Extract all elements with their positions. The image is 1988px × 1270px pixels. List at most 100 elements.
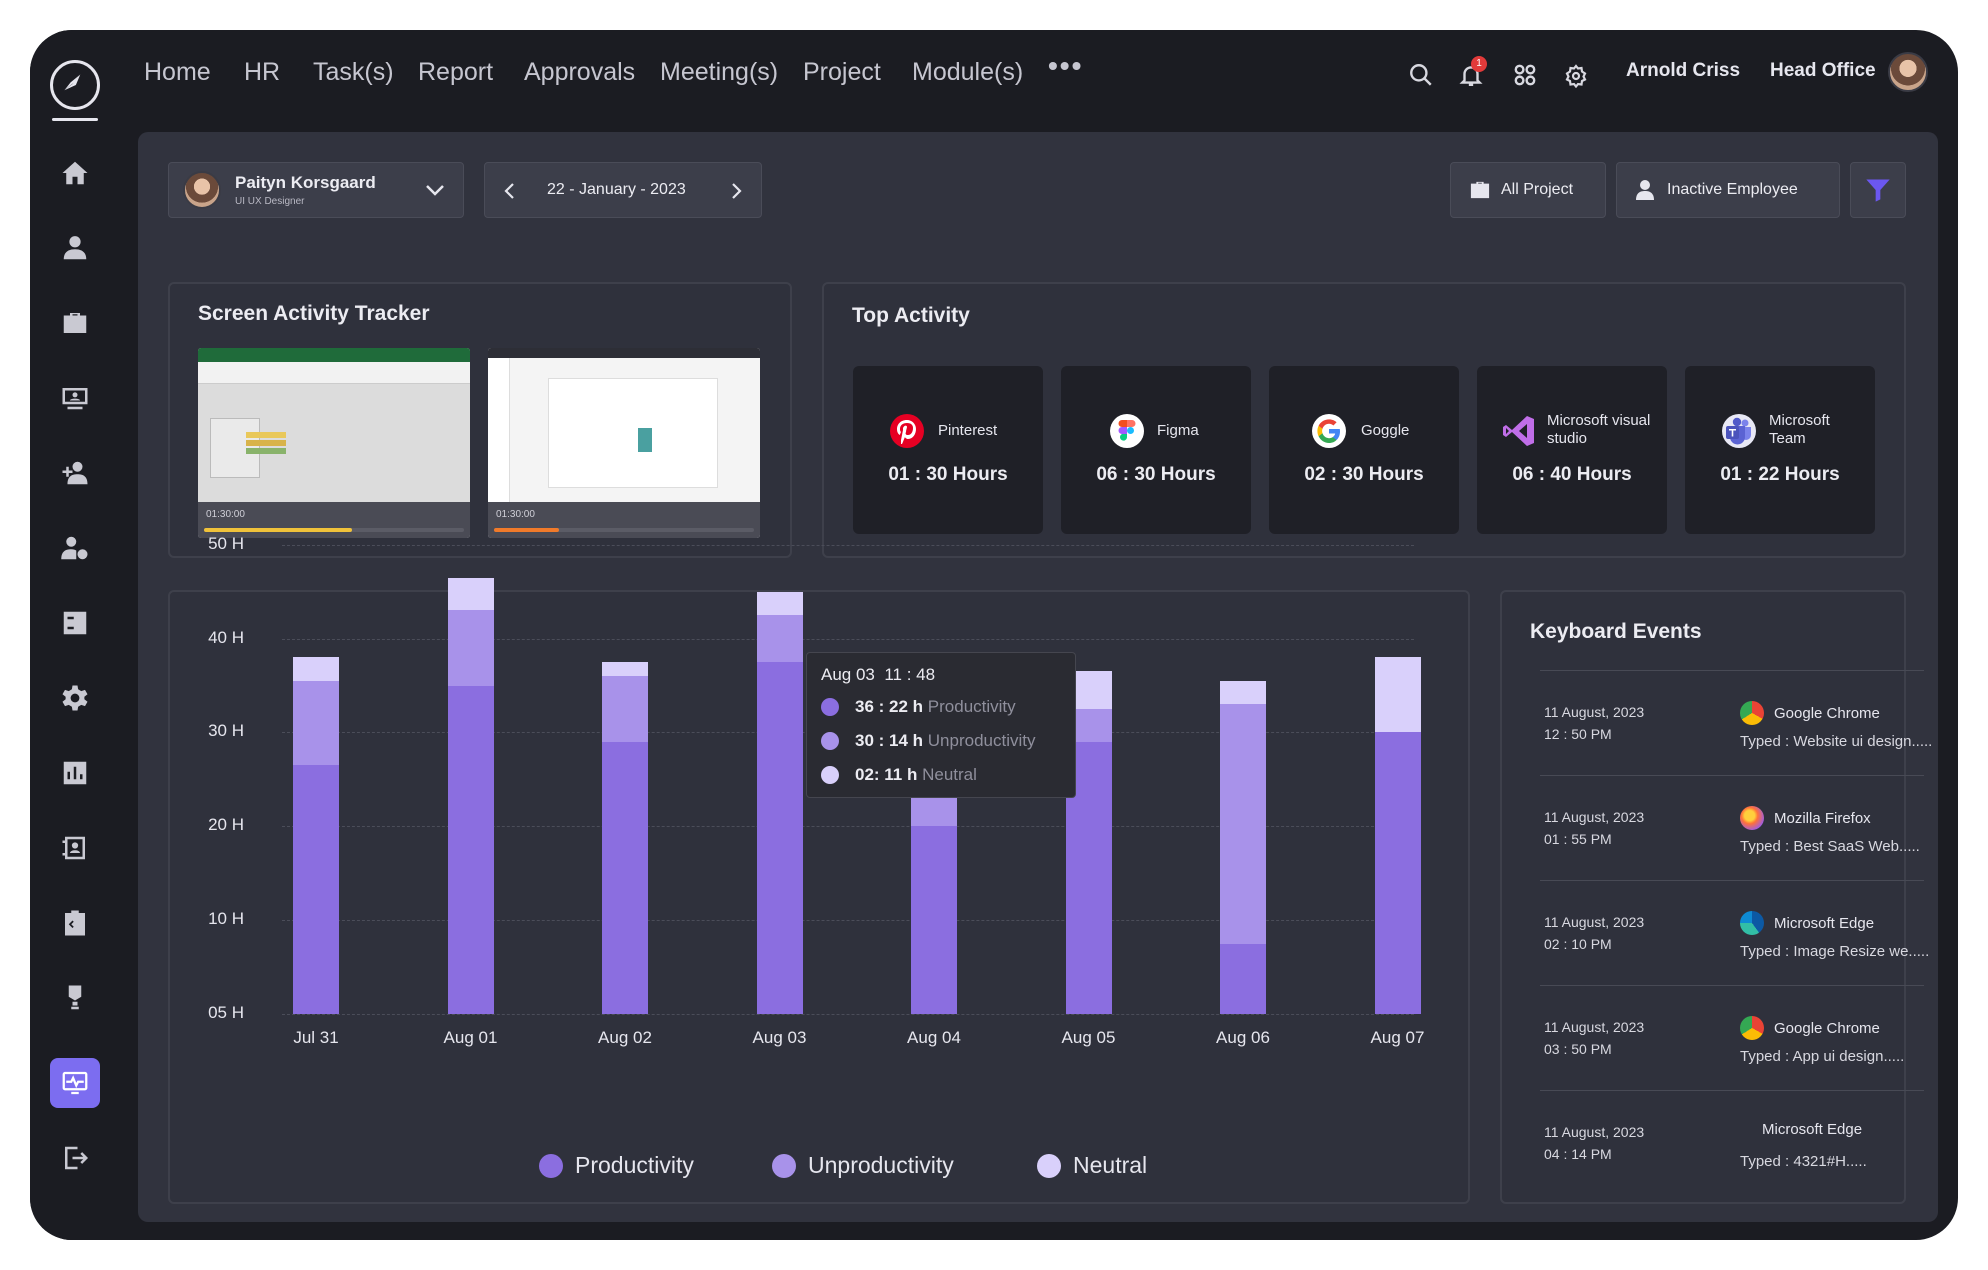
bar-segment-productivity[interactable] bbox=[1374, 732, 1421, 1014]
bar-segment-neutral[interactable] bbox=[1220, 680, 1266, 705]
home-icon[interactable] bbox=[50, 148, 100, 198]
bar-segment-unproductivity[interactable] bbox=[756, 615, 803, 663]
activity-card-google[interactable]: Goggle 02 : 30 Hours bbox=[1269, 366, 1459, 534]
award-icon[interactable] bbox=[50, 973, 100, 1023]
event-time: 01 : 55 PM bbox=[1544, 831, 1612, 847]
notification-badge: 1 bbox=[1471, 56, 1487, 72]
user-avatar[interactable] bbox=[1888, 52, 1928, 92]
bar-segment-neutral[interactable] bbox=[293, 657, 339, 681]
employee-role: UI UX Designer bbox=[235, 196, 305, 207]
nav-approvals[interactable]: Approvals bbox=[524, 58, 636, 86]
legend-label: Unproductivity bbox=[808, 1152, 954, 1178]
x-tick-label: Aug 04 bbox=[907, 1028, 961, 1047]
add-user-icon[interactable] bbox=[50, 448, 100, 498]
bar-segment-unproductivity[interactable] bbox=[447, 610, 494, 686]
keyboard-event-row[interactable]: 11 August, 2023 02 : 10 PM Microsoft Edge… bbox=[1540, 880, 1929, 985]
bar-segment-productivity[interactable] bbox=[293, 765, 339, 1014]
chevron-right-icon[interactable] bbox=[731, 182, 743, 200]
activity-monitor-icon[interactable] bbox=[50, 1058, 100, 1108]
activity-card-teams[interactable]: Microsoft Team 01 : 22 Hours bbox=[1685, 366, 1875, 534]
screenshot-thumbnail[interactable]: 01:30:00 bbox=[198, 348, 470, 538]
legend-productivity[interactable]: Productivity bbox=[539, 1152, 694, 1179]
bar-segment-neutral[interactable] bbox=[602, 662, 648, 677]
tooltip-date: Aug 03 bbox=[821, 665, 875, 684]
search-icon[interactable] bbox=[1408, 62, 1434, 93]
bar-segment-productivity[interactable] bbox=[602, 741, 648, 1014]
bar-segment-productivity[interactable] bbox=[911, 826, 957, 1014]
apps-grid-icon[interactable] bbox=[1512, 62, 1538, 93]
nav-modules[interactable]: Module(s) bbox=[912, 58, 1024, 86]
gear-icon[interactable] bbox=[50, 673, 100, 723]
clipboard-code-icon[interactable] bbox=[50, 898, 100, 948]
all-project-button[interactable]: All Project bbox=[1450, 162, 1606, 218]
bar-segment-neutral[interactable] bbox=[756, 591, 803, 616]
compass-logo-icon[interactable] bbox=[50, 60, 100, 110]
nav-home[interactable]: Home bbox=[144, 58, 211, 86]
activity-card-pinterest[interactable]: Pinterest 01 : 30 Hours bbox=[853, 366, 1043, 534]
bar-segment-productivity[interactable] bbox=[1220, 943, 1266, 1014]
firefox-icon bbox=[1740, 806, 1764, 830]
contact-card-icon[interactable] bbox=[50, 823, 100, 873]
x-tick-label: Aug 07 bbox=[1370, 1028, 1425, 1047]
activity-hours: 02 : 30 Hours bbox=[1304, 464, 1424, 485]
bar-segment-neutral[interactable] bbox=[447, 577, 494, 611]
employee-avatar bbox=[183, 171, 221, 209]
settings-icon[interactable] bbox=[1564, 64, 1588, 93]
chevron-left-icon[interactable] bbox=[503, 182, 515, 200]
top-navigation: Home HR Task(s) Report Approvals Meeting… bbox=[120, 30, 1958, 120]
more-menu-icon[interactable]: ••• bbox=[1048, 50, 1084, 81]
briefcase-icon[interactable] bbox=[50, 298, 100, 348]
date-picker[interactable]: 22 - January - 2023 bbox=[484, 162, 762, 218]
bar-segment-productivity[interactable] bbox=[447, 685, 494, 1014]
nav-project[interactable]: Project bbox=[803, 58, 881, 86]
grid-line bbox=[282, 544, 1414, 546]
screenshot-thumbnail[interactable]: 01:30:00 bbox=[488, 348, 760, 538]
nav-report[interactable]: Report bbox=[418, 58, 494, 86]
logout-icon[interactable] bbox=[50, 1133, 100, 1183]
keyboard-event-row[interactable]: 11 August, 2023 01 : 55 PM Mozilla Firefo… bbox=[1540, 775, 1924, 880]
event-date: 11 August, 2023 bbox=[1544, 809, 1645, 825]
bell-icon[interactable]: 1 bbox=[1458, 56, 1487, 93]
nav-meetings[interactable]: Meeting(s) bbox=[660, 58, 779, 86]
legend-dot bbox=[539, 1153, 563, 1178]
user-settings-icon[interactable] bbox=[50, 523, 100, 573]
tooltip-dot bbox=[821, 766, 839, 784]
event-time: 02 : 10 PM bbox=[1544, 936, 1612, 952]
activity-name: Pinterest bbox=[938, 422, 998, 439]
bar-chart-icon[interactable] bbox=[50, 748, 100, 798]
legend-unproductivity[interactable]: Unproductivity bbox=[772, 1152, 954, 1179]
bar-segment-unproductivity[interactable] bbox=[1220, 704, 1266, 944]
bar-segment-productivity[interactable] bbox=[756, 662, 803, 1014]
activity-card-figma[interactable]: Figma 06 : 30 Hours bbox=[1061, 366, 1251, 534]
tooltip-value: 36 : 22 h bbox=[855, 697, 924, 716]
filter-button[interactable] bbox=[1850, 162, 1906, 218]
keyboard-event-row[interactable]: 11 August, 2023 03 : 50 PM Google Chrome … bbox=[1540, 985, 1924, 1090]
bar-segment-unproductivity[interactable] bbox=[293, 680, 339, 766]
thumbnail-time: 01:30:00 bbox=[206, 509, 245, 520]
calculator-icon[interactable] bbox=[50, 598, 100, 648]
thumbnail-time: 01:30:00 bbox=[496, 509, 535, 520]
monitor-user-icon[interactable] bbox=[50, 373, 100, 423]
bar-segment-unproductivity[interactable] bbox=[911, 793, 957, 827]
keyboard-event-row[interactable]: 11 August, 2023 12 : 50 PM Google Chrome … bbox=[1540, 670, 1932, 775]
bar-segment-unproductivity[interactable] bbox=[602, 676, 648, 742]
nav-tasks[interactable]: Task(s) bbox=[313, 58, 394, 86]
x-tick-label: Aug 01 bbox=[443, 1028, 498, 1047]
grid-line bbox=[282, 1014, 1414, 1015]
nav-hr[interactable]: HR bbox=[244, 58, 281, 86]
user-icon[interactable] bbox=[50, 223, 100, 273]
office-name[interactable]: Head Office bbox=[1770, 60, 1876, 81]
inactive-employee-button[interactable]: Inactive Employee bbox=[1616, 162, 1840, 218]
legend-dot bbox=[1037, 1153, 1061, 1178]
bar-segment-neutral[interactable] bbox=[1374, 657, 1421, 733]
app-window: Home HR Task(s) Report Approvals Meeting… bbox=[30, 30, 1958, 1240]
keyboard-events-title: Keyboard Events bbox=[1530, 620, 1702, 643]
legend-neutral[interactable]: Neutral bbox=[1037, 1152, 1147, 1179]
tooltip-label: Neutral bbox=[922, 765, 977, 784]
user-name[interactable]: Arnold Criss bbox=[1626, 60, 1741, 81]
keyboard-event-row[interactable]: 11 August, 2023 04 : 14 PM Microsoft Edge… bbox=[1540, 1090, 1924, 1190]
employee-selector[interactable]: Paityn Korsgaard UI UX Designer bbox=[168, 162, 464, 218]
activity-card-visual-studio[interactable]: Microsoft visual studio 06 : 40 Hours bbox=[1477, 366, 1667, 534]
activity-hours: 06 : 40 Hours bbox=[1512, 464, 1632, 485]
tooltip-label: Productivity bbox=[927, 697, 1016, 716]
